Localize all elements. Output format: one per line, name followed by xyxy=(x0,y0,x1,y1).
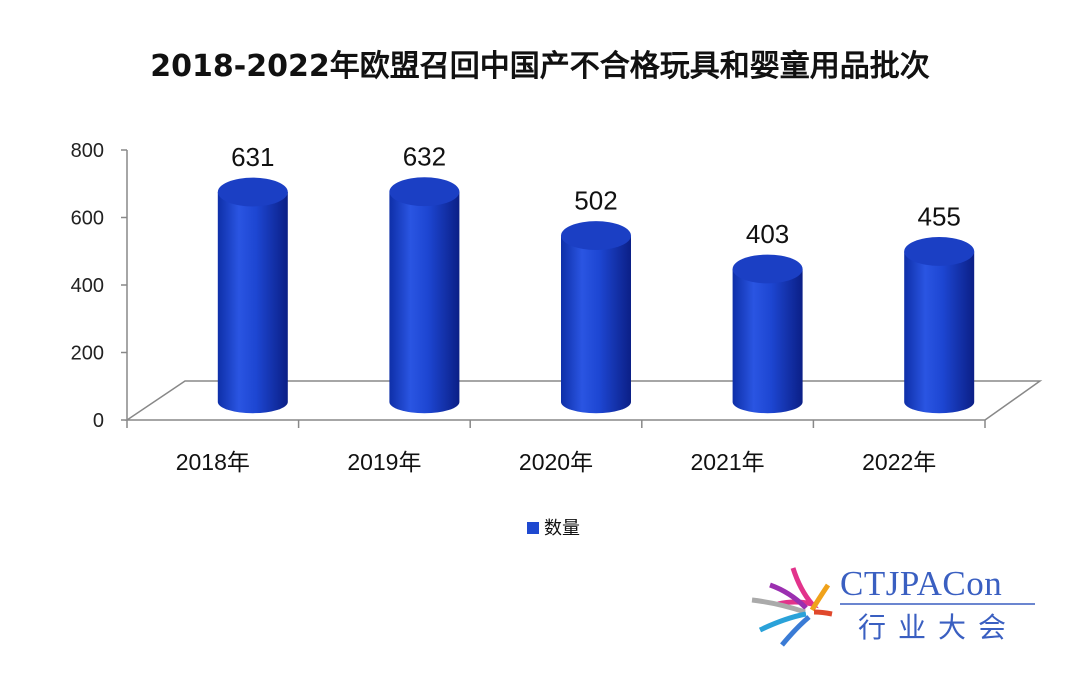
bar-2019年 xyxy=(389,177,460,414)
bar-2021年 xyxy=(732,254,803,414)
y-tick-label: 200 xyxy=(71,343,104,365)
star-swirl-icon xyxy=(751,567,833,647)
x-tick-label: 2020年 xyxy=(519,449,593,475)
x-tick-label: 2018年 xyxy=(176,449,250,475)
y-tick-label: 600 xyxy=(71,208,104,230)
y-tick-label: 0 xyxy=(93,410,104,432)
bar-2020年 xyxy=(561,221,631,414)
data-label: 455 xyxy=(918,201,961,231)
legend-label: 数量 xyxy=(544,518,580,539)
logo-subtitle: 行业大会 xyxy=(858,611,1018,644)
bar-body xyxy=(389,191,460,414)
bar-body xyxy=(732,268,803,414)
x-tick-label: 2021年 xyxy=(691,449,765,475)
x-tick-label: 2022年 xyxy=(862,449,936,475)
bar-body xyxy=(217,192,288,414)
legend: 数量 xyxy=(527,518,580,539)
bar-top xyxy=(732,254,803,284)
bar-2022年 xyxy=(904,237,975,414)
data-label: 403 xyxy=(746,219,789,249)
ctjpacon-logo: CTJPACon 行业大会 xyxy=(751,564,1035,647)
data-label: 502 xyxy=(574,186,617,216)
data-label: 632 xyxy=(403,142,446,172)
bar-top xyxy=(561,221,631,250)
bar-series xyxy=(217,177,975,414)
bar-top xyxy=(904,237,975,266)
category-labels: 2018年 2019年 2020年 2021年 2022年 xyxy=(176,449,937,475)
bar-top xyxy=(217,177,288,207)
y-tick-labels: 0 200 400 600 800 xyxy=(71,140,127,432)
logo-wordmark: CTJPACon xyxy=(840,564,1002,603)
chart-floor xyxy=(124,380,1043,421)
data-labels: 631 632 502 403 455 xyxy=(231,142,961,249)
bar-top xyxy=(389,177,460,207)
y-tick-label: 800 xyxy=(71,140,104,162)
y-tick-label: 400 xyxy=(71,275,104,297)
bar-body xyxy=(904,251,975,414)
bar-2018年 xyxy=(217,177,288,414)
legend-swatch xyxy=(527,522,539,534)
bar-body xyxy=(561,235,631,414)
data-label: 631 xyxy=(231,142,274,172)
chart-title: 2018-2022年欧盟召回中国产不合格玩具和婴童用品批次 xyxy=(150,49,929,84)
x-tick-label: 2019年 xyxy=(347,449,421,475)
